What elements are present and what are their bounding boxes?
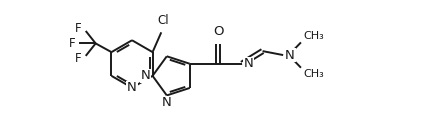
Text: N: N — [244, 57, 254, 70]
Text: Cl: Cl — [157, 14, 169, 27]
Text: N: N — [285, 49, 295, 62]
Text: F: F — [68, 37, 75, 50]
Text: CH₃: CH₃ — [303, 31, 324, 41]
Text: N: N — [127, 81, 137, 94]
Text: F: F — [75, 52, 82, 65]
Text: N: N — [141, 69, 151, 82]
Text: O: O — [213, 25, 223, 38]
Text: CH₃: CH₃ — [303, 69, 324, 79]
Text: F: F — [75, 22, 82, 35]
Text: N: N — [162, 96, 172, 109]
